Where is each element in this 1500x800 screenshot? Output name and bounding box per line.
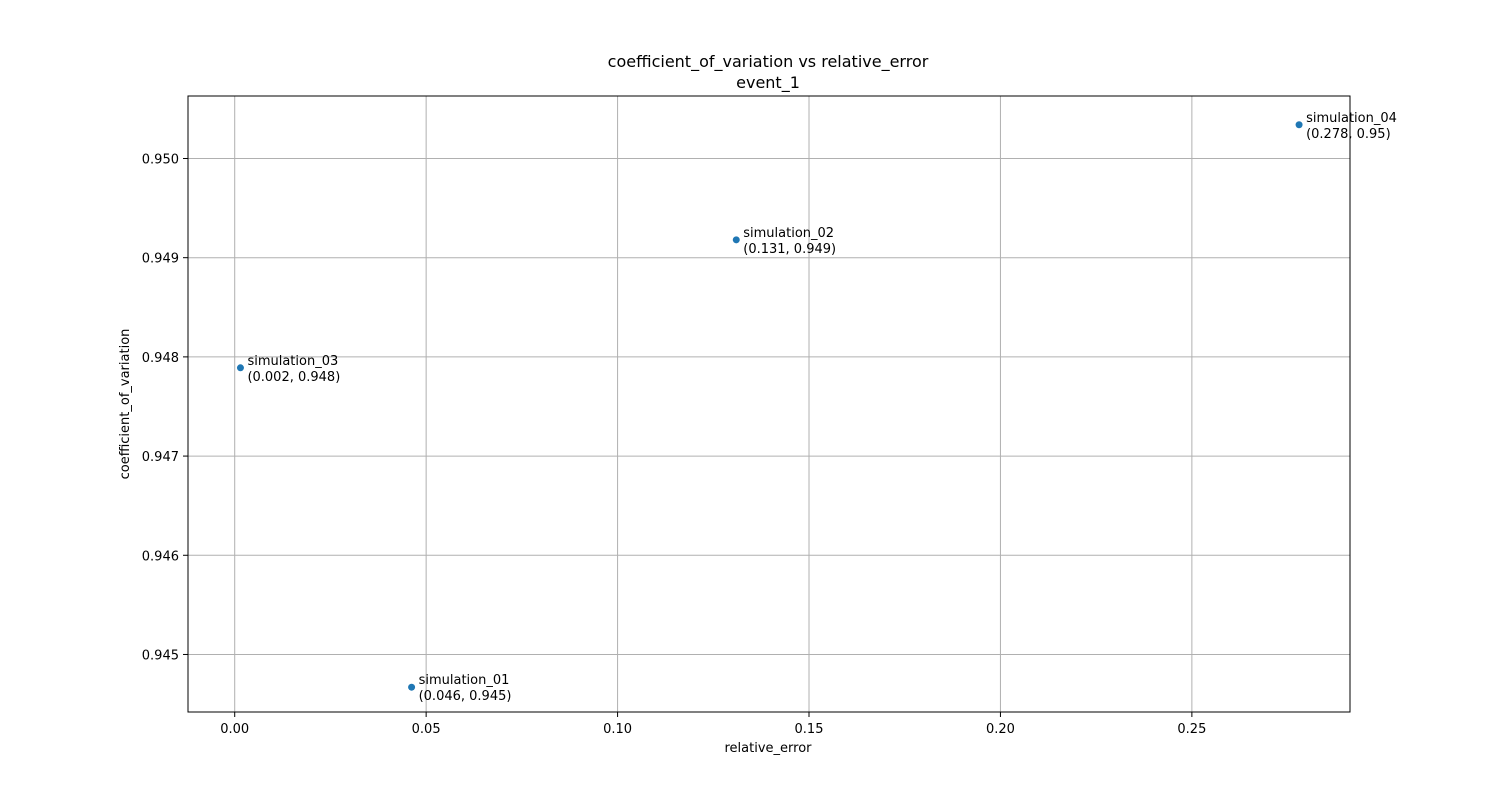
y-tick-label: 0.947 bbox=[142, 450, 179, 465]
grid-layer bbox=[188, 96, 1350, 712]
x-tick-label: 0.20 bbox=[986, 722, 1015, 737]
y-tick-label: 0.950 bbox=[142, 152, 179, 167]
x-axis-label: relative_error bbox=[724, 741, 812, 756]
data-point bbox=[1295, 121, 1303, 129]
point-coord-label: (0.002, 0.948) bbox=[247, 370, 340, 385]
point-coord-label: (0.278, 0.95) bbox=[1306, 127, 1391, 142]
plot-frame bbox=[187, 95, 1351, 713]
data-point bbox=[408, 683, 416, 691]
data-point bbox=[236, 364, 244, 372]
y-tick-label: 0.949 bbox=[142, 252, 179, 267]
x-tick-label: 0.00 bbox=[220, 722, 249, 737]
point-coord-label: (0.046, 0.945) bbox=[419, 689, 512, 704]
x-tick-label: 0.25 bbox=[1177, 722, 1206, 737]
point-name-label: simulation_04 bbox=[1306, 111, 1397, 126]
ticks-layer: 0.00 0.05 0.10 0.15 0.20 0.25 0.945 0.946 0.947 0… bbox=[142, 152, 1207, 737]
point-name-label: simulation_02 bbox=[743, 226, 834, 241]
y-tick-label: 0.948 bbox=[142, 351, 179, 366]
x-tick-label: 0.05 bbox=[412, 722, 441, 737]
point-coord-label: (0.131, 0.949) bbox=[743, 242, 836, 257]
point-name-label: simulation_01 bbox=[419, 673, 510, 688]
chart-subtitle: event_1 bbox=[736, 73, 800, 93]
x-tick-label: 0.10 bbox=[603, 722, 632, 737]
y-axis-label: coefficient_of_variation bbox=[118, 329, 133, 480]
data-point bbox=[732, 236, 740, 244]
y-tick-label: 0.945 bbox=[142, 648, 179, 663]
x-tick-label: 0.15 bbox=[795, 722, 824, 737]
chart-title: coefficient_of_variation vs relative_err… bbox=[608, 52, 929, 72]
point-name-label: simulation_03 bbox=[247, 354, 338, 369]
y-tick-label: 0.946 bbox=[142, 549, 179, 564]
points-layer: simulation_01(0.046, 0.945) simulation_02… bbox=[236, 111, 1397, 704]
